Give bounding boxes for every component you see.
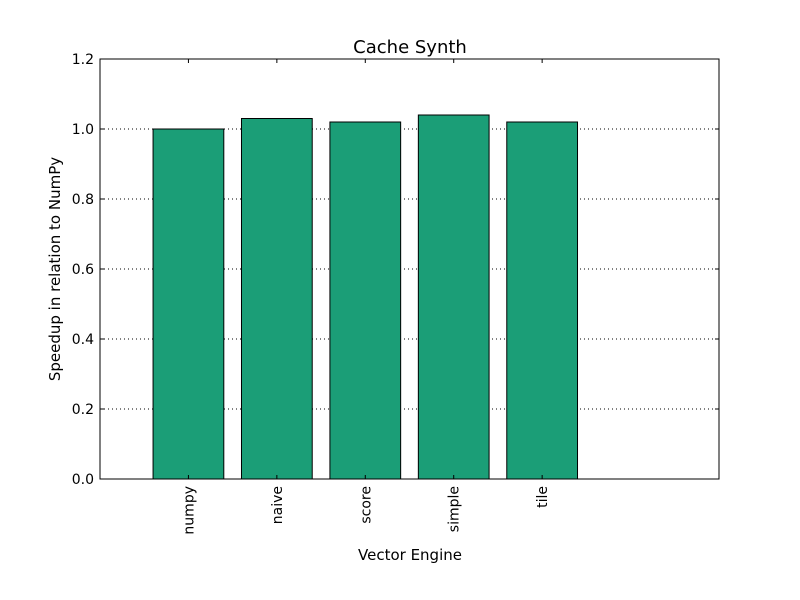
y-tick-label: 0.2	[72, 402, 94, 418]
x-tick-label-numpy: numpy	[181, 486, 197, 535]
y-tick-label: 1.0	[72, 122, 94, 138]
bar-numpy	[152, 128, 225, 480]
x-tick-label-simple: simple	[447, 486, 463, 532]
bar-tile	[506, 121, 579, 480]
y-tick-label: 0.0	[72, 472, 94, 488]
y-tick-label: 1.2	[72, 52, 94, 68]
y-axis-ticks: 0.0 0.2 0.4 0.6 0.8 1.0 1.2	[72, 52, 719, 488]
x-tick-label-score: score	[358, 486, 374, 524]
bar-naive	[240, 118, 313, 480]
bars	[152, 114, 579, 480]
x-axis-label: Vector Engine	[358, 546, 462, 564]
y-tick-label: 0.8	[72, 192, 94, 208]
chart-title: Cache Synth	[353, 37, 467, 58]
bar-score	[329, 121, 402, 480]
x-tick-label-tile: tile	[535, 486, 551, 508]
y-axis-label: Speedup in relation to NumPy	[46, 157, 64, 381]
x-axis-ticks: numpy naive score simple tile	[181, 59, 551, 535]
bar-simple	[417, 114, 490, 480]
y-tick-label: 0.6	[72, 262, 94, 278]
y-tick-label: 0.4	[72, 332, 94, 348]
x-tick-label-naive: naive	[270, 486, 286, 524]
